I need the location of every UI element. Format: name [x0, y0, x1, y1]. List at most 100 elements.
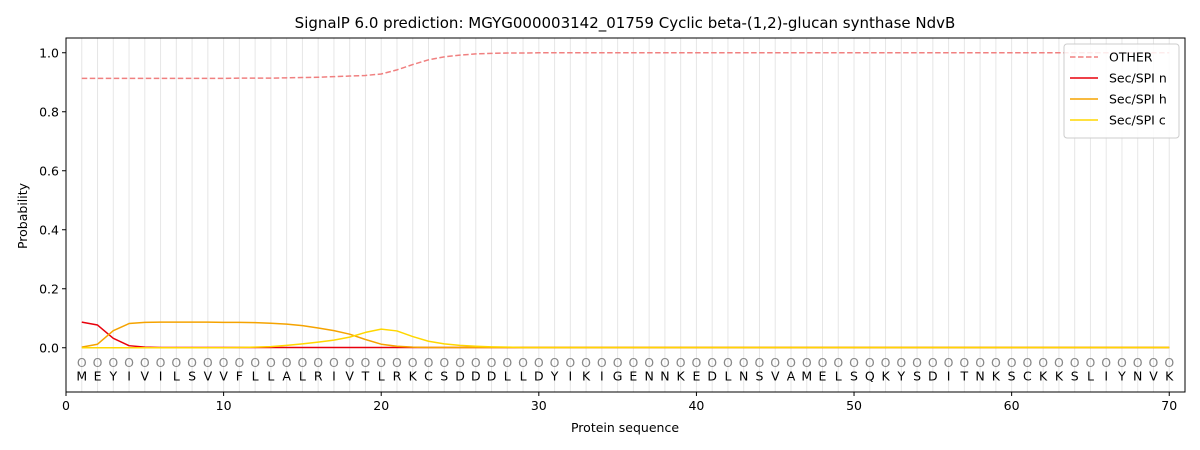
residue-label: R: [314, 368, 323, 383]
residue-label: L: [835, 368, 842, 383]
annotation-label: O: [1101, 355, 1111, 370]
x-tick-label: 70: [1161, 398, 1177, 413]
annotation-label: O: [313, 355, 323, 370]
residue-label: K: [677, 368, 686, 383]
y-tick-label: 0.6: [39, 163, 59, 178]
residue-label: V: [345, 368, 354, 383]
annotation-label: O: [1164, 355, 1174, 370]
residue-label: G: [613, 368, 623, 383]
annotation-label: O: [408, 355, 418, 370]
residue-label: V: [1149, 368, 1158, 383]
annotation-label: O: [439, 355, 449, 370]
annotation-label: O: [581, 355, 591, 370]
residue-label: I: [600, 368, 604, 383]
residue-label: D: [707, 368, 717, 383]
legend-label: OTHER: [1109, 50, 1153, 65]
annotation-label: O: [991, 355, 1001, 370]
residue-label: K: [1165, 368, 1174, 383]
legend-label: Sec/SPI h: [1109, 92, 1167, 107]
annotation-label: O: [234, 355, 244, 370]
annotation-label: O: [140, 355, 150, 370]
x-tick-label: 0: [62, 398, 70, 413]
annotation-label: O: [93, 355, 103, 370]
x-tick-label: 40: [688, 398, 704, 413]
residue-label: E: [819, 368, 827, 383]
residue-label: L: [252, 368, 259, 383]
legend: OTHER Sec/SPI n Sec/SPI h Sec/SPI c: [1063, 43, 1180, 139]
series-line-sec-spi-h: [81, 321, 1170, 349]
y-tick-label: 0.0: [39, 340, 59, 355]
annotation-label: O: [219, 355, 229, 370]
residue-label: Y: [108, 368, 117, 383]
legend-box: [1063, 43, 1180, 139]
residue-label: K: [881, 368, 890, 383]
annotation-label: O: [881, 355, 891, 370]
chart-title: SignalP 6.0 prediction: MGYG000003142_01…: [295, 14, 956, 33]
residue-label: I: [568, 368, 572, 383]
residue-label: D: [534, 368, 544, 383]
x-tick-label: 10: [216, 398, 232, 413]
annotation-label: O: [1038, 355, 1048, 370]
annotation-label: O: [802, 355, 812, 370]
residue-label: Q: [865, 368, 875, 383]
residue-label: K: [582, 368, 591, 383]
annotation-label: O: [818, 355, 828, 370]
residue-label: L: [1087, 368, 1094, 383]
y-tick-label: 0.2: [39, 281, 59, 296]
annotation-label: O: [518, 355, 528, 370]
y-tick-label: 1.0: [39, 45, 59, 60]
annotation-label: O: [171, 355, 181, 370]
residue-label: M: [801, 368, 812, 383]
annotation-label: O: [865, 355, 875, 370]
residue-label: S: [850, 368, 858, 383]
annotation-label: O: [628, 355, 638, 370]
residue-label: M: [76, 368, 87, 383]
residue-label: Y: [550, 368, 559, 383]
annotation-label: O: [1054, 355, 1064, 370]
annotation-label: O: [1022, 355, 1032, 370]
series-line-other: [81, 52, 1170, 80]
residue-label: N: [1133, 368, 1142, 383]
annotation-label: O: [1007, 355, 1017, 370]
residue-label: E: [629, 368, 637, 383]
residue-label: Y: [896, 368, 905, 383]
grid-lines: [81, 38, 1170, 392]
annotation-label: O: [392, 355, 402, 370]
residue-label: D: [455, 368, 465, 383]
annotation-label: O: [108, 355, 118, 370]
residue-label: S: [188, 368, 196, 383]
annotation-label: O: [928, 355, 938, 370]
residue-label: I: [332, 368, 336, 383]
legend-label: Sec/SPI n: [1109, 71, 1167, 86]
annotation-label: O: [471, 355, 481, 370]
annotation-label: O: [282, 355, 292, 370]
annotation-label: O: [692, 355, 702, 370]
annotation-label: O: [156, 355, 166, 370]
annotation-label: O: [376, 355, 386, 370]
residue-label: N: [975, 368, 984, 383]
residue-label: N: [644, 368, 653, 383]
residue-label: Y: [1117, 368, 1126, 383]
residue-label: L: [724, 368, 731, 383]
annotation-label: O: [361, 355, 371, 370]
residue-label: C: [1023, 368, 1032, 383]
annotation-label: O: [739, 355, 749, 370]
residue-label: I: [159, 368, 163, 383]
residue-label: D: [471, 368, 481, 383]
residue-label: S: [1071, 368, 1079, 383]
residue-label: S: [755, 368, 763, 383]
annotation-label: O: [770, 355, 780, 370]
x-axis-label: Protein sequence: [571, 420, 679, 435]
annotation-label: O: [755, 355, 765, 370]
annotation-label: O: [203, 355, 213, 370]
annotation-label: O: [723, 355, 733, 370]
residue-label: I: [1104, 368, 1108, 383]
residue-label: V: [219, 368, 228, 383]
residue-label: F: [236, 368, 243, 383]
residue-label: K: [992, 368, 1001, 383]
x-axis-ticks: 0 10 20 30 40 50 60 70: [62, 392, 1177, 413]
annotation-label: O: [1070, 355, 1080, 370]
y-tick-label: 0.8: [39, 104, 59, 119]
residue-label: K: [1039, 368, 1048, 383]
legend-label: Sec/SPI c: [1109, 113, 1166, 128]
